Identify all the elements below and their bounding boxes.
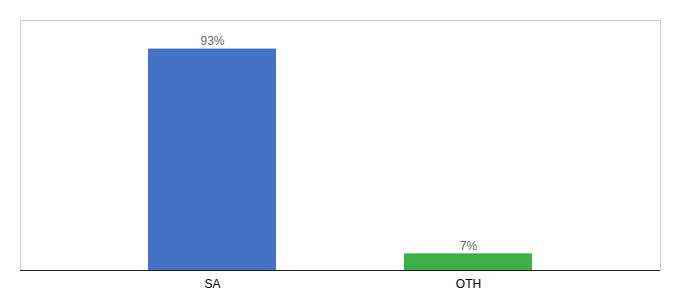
svg-text:93%: 93% <box>200 34 224 48</box>
svg-text:SA: SA <box>204 277 220 291</box>
svg-text:7%: 7% <box>460 239 478 253</box>
svg-text:OTH: OTH <box>456 277 481 291</box>
